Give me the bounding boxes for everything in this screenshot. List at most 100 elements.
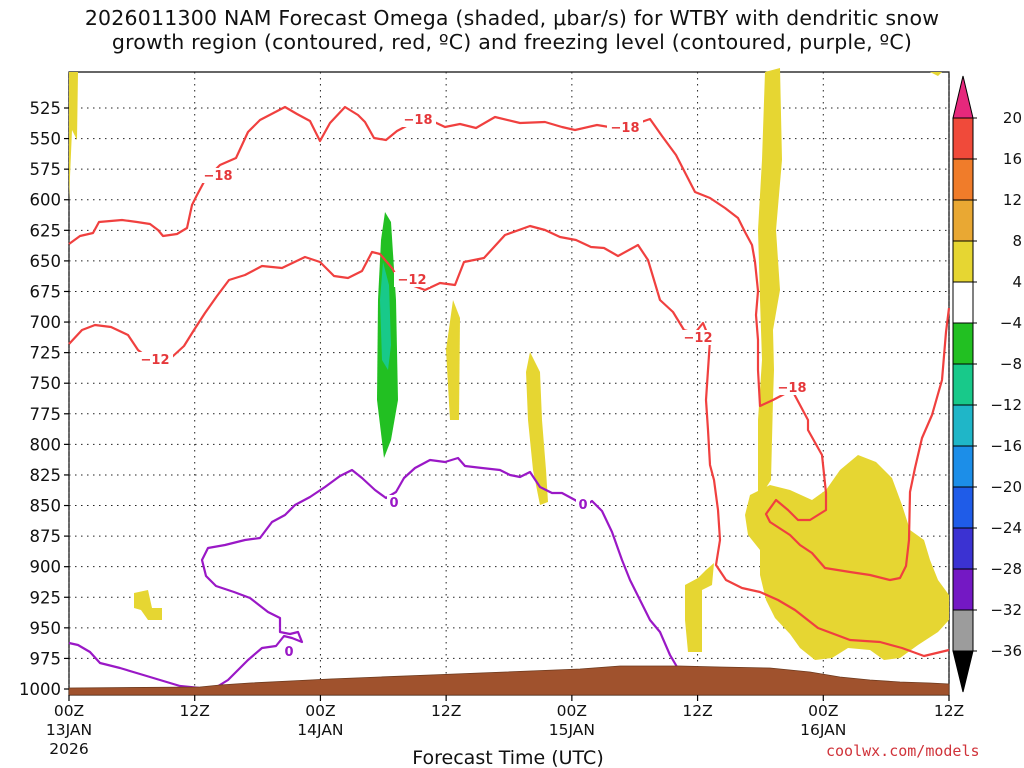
x-tick-label: 00Z [305, 702, 335, 720]
dgz-contour-label: −12 [141, 353, 170, 368]
colorbar-label: −32 [990, 601, 1022, 619]
freezing-label-bg [282, 644, 296, 659]
freezing-contour-label: 0 [284, 645, 293, 660]
colorbar-band [952, 609, 974, 652]
colorbar-top-triangle [952, 75, 974, 119]
y-tick-label: 775 [30, 405, 62, 424]
y-tick-label: 675 [30, 282, 62, 301]
colorbar-label: −20 [990, 478, 1022, 496]
dgz-contour-label: −18 [404, 113, 433, 128]
x-tick-label: 00Z [557, 702, 587, 720]
colorbar-band [952, 240, 974, 283]
x-tick-date: 15JAN [549, 721, 595, 739]
x-tick-label: 12Z [934, 702, 964, 720]
y-tick-label: 650 [30, 252, 62, 271]
omega-teal-core [380, 262, 391, 370]
colorbar-label: −16 [990, 437, 1022, 455]
y-tick-label: 850 [30, 497, 62, 516]
y-tick-label: 875 [30, 527, 62, 546]
y-tick-label: 750 [30, 374, 62, 393]
x-tick-label: 12Z [682, 702, 712, 720]
colorbar-label: 16 [1003, 150, 1022, 168]
colorbar-label: 20 [1003, 109, 1022, 127]
x-tick-label: 00Z [54, 702, 84, 720]
colorbar-label: 12 [1003, 191, 1022, 209]
omega-yellow-column-1 [446, 300, 460, 420]
freezing-contour-label: 0 [578, 498, 587, 513]
x-axis-title: Forecast Time (UTC) [412, 747, 603, 768]
colorbar-band [952, 322, 974, 365]
x-tick-label: 12Z [180, 702, 210, 720]
dgz-label-bg [607, 120, 643, 135]
colorbar-band [952, 117, 974, 160]
dgz-minus12-contour [68, 224, 950, 658]
terrain-fill [68, 665, 950, 696]
dgz-contour-label: −18 [778, 381, 807, 396]
y-tick-label: 925 [30, 588, 62, 607]
x-tick-date: 13JAN [46, 721, 92, 739]
colorbar-band [952, 199, 974, 242]
y-tick-label: 975 [30, 649, 62, 668]
x-tick-label: 00Z [808, 702, 838, 720]
x-tick-date: 16JAN [800, 721, 846, 739]
omega-yellow-tower [758, 68, 782, 500]
dgz-label-bg [200, 168, 236, 183]
dgz-contour-label: −18 [611, 121, 640, 136]
y-tick-label: 575 [30, 160, 62, 179]
omega-yellow-small [685, 563, 714, 652]
freezing-contours [68, 456, 681, 690]
dgz-contours [68, 105, 951, 658]
colorbar-bottom-triangle [952, 650, 974, 693]
colorbar-band [952, 445, 974, 488]
colorbar-band [952, 527, 974, 570]
omega-yellow-blob [745, 455, 949, 660]
colorbar-band [952, 363, 974, 406]
y-tick-label: 700 [30, 313, 62, 332]
colorbar-band [952, 486, 974, 529]
y-tick-label: 800 [30, 435, 62, 454]
colorbar-band [952, 158, 974, 201]
colorbar-label: 8 [1012, 232, 1022, 250]
dgz-label-bg [394, 272, 430, 287]
freezing-contour-label: 0 [389, 496, 398, 511]
y-tick-label: 525 [30, 99, 62, 118]
dgz-label-bg [774, 380, 810, 395]
colorbar-label: −24 [990, 519, 1022, 537]
y-tick-label: 950 [30, 619, 62, 638]
y-axis: 525 550 575 600 625 650 675 700 725 750 775 800 825 8… [19, 99, 69, 699]
x-tick-date: 14JAN [297, 721, 343, 739]
y-tick-label: 825 [30, 466, 62, 485]
contour-labels: −18 −18 −18 −12 −12 −12 −18 0 0 0 [137, 112, 810, 660]
colorbar-label: −12 [990, 396, 1022, 414]
colorbar-band [952, 568, 974, 611]
dgz-minus18-contour [68, 105, 951, 582]
dgz-contour-label: −12 [398, 273, 427, 288]
omega-yellow-left-edge [69, 72, 78, 200]
colorbar-label: −28 [990, 560, 1022, 578]
dgz-contour-label: −18 [204, 169, 233, 184]
freezing-label-bg [576, 497, 590, 512]
omega-yellow-spot [134, 590, 162, 620]
y-tick-label: 600 [30, 191, 62, 210]
freezing-label-bg [387, 495, 401, 510]
y-tick-label: 900 [30, 558, 62, 577]
omega-yellow-column-2 [526, 352, 548, 505]
y-tick-label: 625 [30, 221, 62, 240]
title-line-2: growth region (contoured, red, ºC) and f… [111, 30, 913, 54]
colorbar-label: −8 [1000, 355, 1022, 373]
colorbar-label: −4 [1000, 314, 1022, 332]
colorbar: 20 16 12 8 4 −4 −8 −12 −16 −20 −24 −28 −32 −36 [952, 75, 1022, 693]
omega-shading [69, 68, 949, 660]
dgz-label-bg [137, 352, 173, 367]
credit-text: coolwx.com/models [826, 742, 980, 760]
y-tick-label: 550 [30, 130, 62, 149]
dgz-label-bg [680, 330, 716, 345]
title-line-1: 2026011300 NAM Forecast Omega (shaded, μ… [84, 6, 940, 30]
x-tick-label: 12Z [431, 702, 461, 720]
freezing-0c-contour [68, 456, 681, 690]
colorbar-label: 4 [1012, 273, 1022, 291]
colorbar-band [952, 404, 974, 447]
y-tick-label: 1000 [19, 680, 61, 699]
